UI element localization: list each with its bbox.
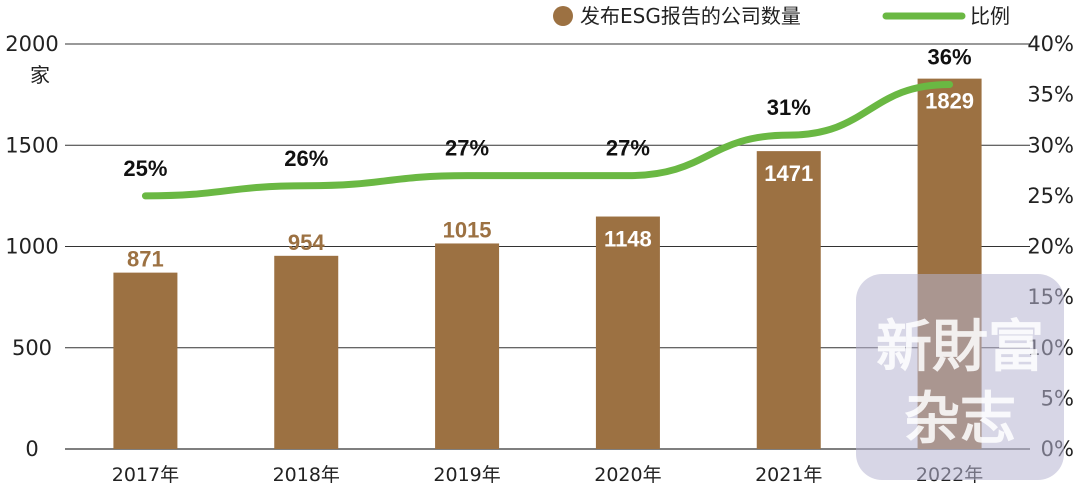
bar-value-label: 1471 — [764, 161, 813, 186]
x-tick-label: 2020年 — [594, 464, 661, 486]
line-value-label: 31% — [767, 95, 811, 120]
y-left-unit: 家 — [30, 63, 50, 87]
line-value-label: 27% — [445, 136, 489, 161]
line-value-label: 36% — [928, 45, 972, 70]
watermark-line1: 新財富 — [876, 314, 1044, 380]
legend: 发布ESG报告的公司数量 比例 — [553, 4, 1010, 28]
line-point — [787, 134, 790, 137]
bar — [274, 255, 339, 449]
watermark: 新財富 杂志 — [856, 274, 1064, 480]
line-point — [305, 184, 308, 187]
bar — [595, 216, 660, 449]
watermark-line2: 杂志 — [904, 386, 1016, 452]
x-axis: 2017年2018年2019年2020年2021年2022年 — [112, 464, 984, 486]
y-right-tick-label: 40% — [1027, 32, 1074, 56]
y-axis-left: 0 500 1000 1500 2000 — [5, 32, 58, 461]
line-value-label: 27% — [606, 136, 650, 161]
y-left-tick-label: 0 — [25, 437, 38, 461]
x-tick-label: 2017年 — [112, 464, 179, 486]
y-right-tick-label: 35% — [1027, 83, 1074, 107]
bar-value-label: 1015 — [443, 217, 492, 242]
y-right-tick-label: 20% — [1027, 235, 1074, 259]
line-value-label: 25% — [123, 156, 167, 181]
x-tick-label: 2019年 — [433, 464, 500, 486]
y-right-tick-label: 30% — [1027, 133, 1074, 157]
y-left-tick-label: 500 — [12, 336, 52, 360]
line-series: 25% 26% 27% 27% 31% 36% — [123, 45, 972, 200]
ratio-line — [141, 81, 954, 200]
line-value-label: 26% — [284, 146, 328, 171]
y-left-tick-label: 1000 — [5, 235, 58, 259]
watermark-badge — [856, 274, 1064, 480]
bar-value-label: 1829 — [925, 89, 974, 114]
bar — [756, 151, 821, 449]
bar — [113, 272, 178, 449]
x-tick-label: 2021年 — [755, 464, 822, 486]
bar — [435, 243, 500, 449]
legend-bar-swatch — [553, 6, 573, 26]
bar-value-label: 871 — [127, 247, 164, 272]
line-point — [948, 83, 951, 86]
y-left-tick-label: 1500 — [5, 133, 58, 157]
y-right-tick-label: 25% — [1027, 184, 1074, 208]
x-tick-label: 2018年 — [273, 464, 340, 486]
line-point — [626, 174, 629, 177]
y-left-tick-label: 2000 — [5, 32, 58, 56]
bar-series: 871 954 1015 1148 1471 1829 — [113, 78, 982, 449]
line-point — [466, 174, 469, 177]
legend-line-label: 比例 — [970, 4, 1010, 28]
legend-bar-label: 发布ESG报告的公司数量 — [580, 4, 801, 28]
bar-value-label: 1148 — [604, 227, 652, 252]
line-point — [144, 194, 147, 197]
bar-value-label: 954 — [288, 230, 325, 255]
